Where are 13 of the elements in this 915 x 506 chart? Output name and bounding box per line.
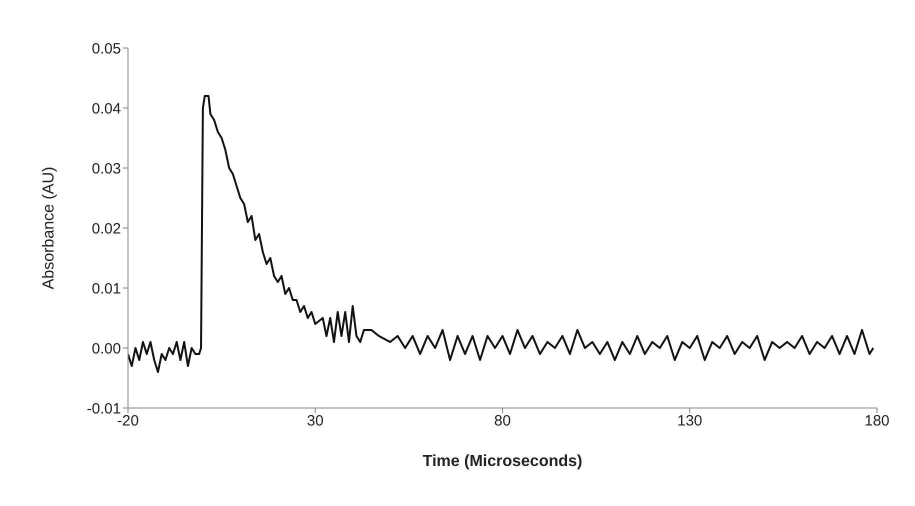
y-tick-label: 0.01 <box>92 280 121 298</box>
x-tick-label: 130 <box>677 412 702 430</box>
y-tick-label: 0.04 <box>92 100 121 118</box>
x-tick-label: 30 <box>306 412 324 430</box>
x-tick-label: 180 <box>864 412 890 430</box>
y-axis-title: Absorbance (AU) <box>40 166 58 290</box>
y-tick-label: 0.02 <box>92 220 121 238</box>
y-tick-label: 0.05 <box>92 40 121 58</box>
y-tick-label: 0.03 <box>92 160 121 178</box>
line-series <box>128 95 874 373</box>
x-tick-label: 80 <box>494 412 511 430</box>
x-axis-title: Time (Microseconds) <box>422 453 582 470</box>
y-tick-label: 0.00 <box>92 340 121 358</box>
